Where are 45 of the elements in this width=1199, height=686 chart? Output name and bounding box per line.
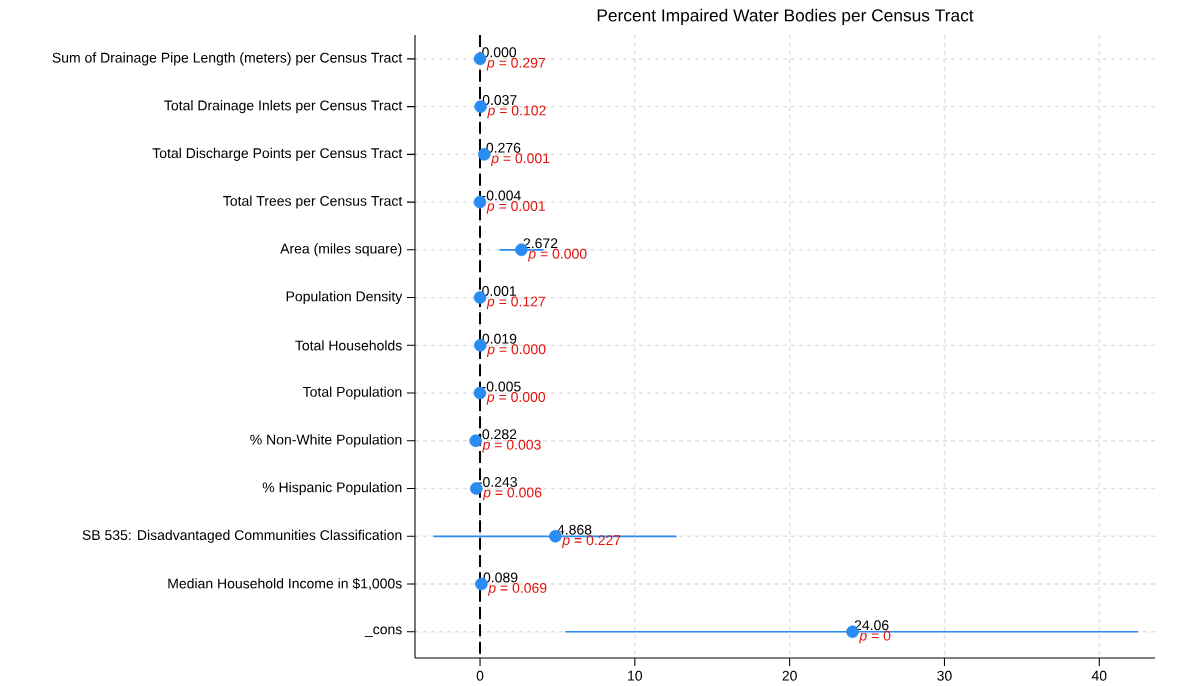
- annotation: p = 0.000: [486, 344, 546, 357]
- annotation: p = 0.227: [561, 535, 621, 548]
- data-label: -0.243: [478, 477, 517, 487]
- y-tick-label: Median Household Income in $1,000s: [168, 577, 402, 591]
- data-label: 0.276: [486, 142, 521, 153]
- y-tick-label: Total Discharge Points per Census Tract: [152, 147, 403, 161]
- x-tick-label: 20: [782, 670, 797, 681]
- y-tick-label: Total Households: [295, 340, 402, 351]
- x-tick-label: 30: [937, 670, 952, 681]
- annotation: p = 0.102: [487, 105, 546, 119]
- y-tick-label: % Hispanic Population: [262, 482, 402, 496]
- chart-title: Percent Impaired Water Bodies per Census Tract: [597, 8, 974, 25]
- x-tick-label: 10: [628, 670, 643, 681]
- y-tick-label: Total Drainage Inlets per Census Tract: [164, 100, 403, 114]
- data-label: -0.005: [482, 381, 521, 392]
- annotation: p = 0.000: [486, 392, 546, 405]
- annotation: p = 0.069: [487, 582, 547, 596]
- annotation: p = 0.127: [486, 296, 546, 310]
- data-label: 0.019: [482, 333, 517, 344]
- y-tick-label: _cons: [364, 626, 402, 637]
- y-tick-label: Total Trees per Census Tract: [223, 195, 403, 209]
- data-label: 0.037: [482, 95, 517, 106]
- y-tick-label: Sum of Drainage Pipe Length (meters) per Census Tract: [52, 52, 403, 66]
- data-label: 2.672: [523, 238, 558, 249]
- y-tick-label: SB 535: Disadvantaged Communities Classification: [82, 529, 402, 543]
- data-label: 24.06: [854, 620, 889, 631]
- annotation: p = 0: [859, 630, 891, 644]
- data-label: 0.089: [483, 572, 518, 583]
- x-tick-label: 0: [476, 670, 484, 681]
- data-label: 0.001: [482, 286, 516, 296]
- y-tick-label: Total Population: [302, 386, 402, 400]
- data-label: -0.004: [482, 190, 521, 201]
- annotation: p = 0.000: [527, 248, 587, 262]
- annotation: p = 0.001: [490, 153, 550, 166]
- y-tick-label: % Non-White Population: [250, 434, 402, 448]
- data-label: 0.000: [482, 47, 517, 58]
- x-tick-label: 40: [1091, 670, 1107, 681]
- y-tick-label: Population Density: [286, 291, 403, 305]
- annotation: p = 0.001: [486, 201, 545, 214]
- annotation: p = 0.006: [482, 487, 542, 501]
- data-label: 4.868: [557, 524, 592, 535]
- annotation: p = 0.297: [486, 57, 545, 71]
- y-tick-label: Area (miles square): [280, 243, 402, 257]
- annotation: p = 0.003: [482, 439, 541, 453]
- data-label: -0.282: [477, 429, 517, 440]
